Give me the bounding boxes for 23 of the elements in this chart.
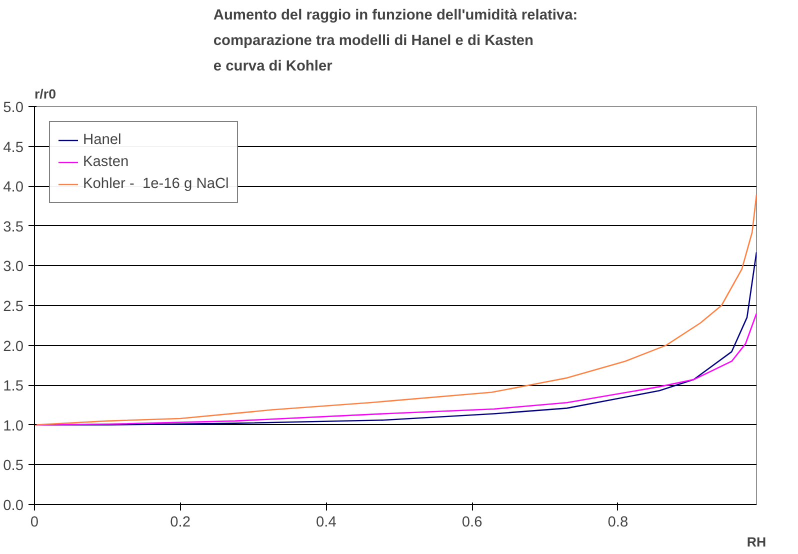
y-tick-label: 0.0 xyxy=(3,498,24,514)
y-tick-label: 2.0 xyxy=(3,338,24,355)
chart-title: Aumento del raggio in funzione dell'umidità relativa: comparazione tra modelli di Hanel e di Kasten e curva di Kohler xyxy=(213,7,578,74)
line-series xyxy=(34,194,756,426)
y-tick-label: 4.5 xyxy=(3,140,24,156)
y-tick-label: 3.0 xyxy=(3,259,24,276)
y-tick-label: 1.5 xyxy=(3,378,24,395)
x-axis-title: RH xyxy=(746,534,766,550)
y-tick-label: 0.5 xyxy=(3,458,24,474)
x-tick-label: 0.8 xyxy=(608,514,628,530)
y-tick-label: 1.0 xyxy=(3,418,24,434)
legend-label: Kasten xyxy=(83,154,129,170)
y-tick-label: 3.5 xyxy=(3,219,24,236)
y-axis-title: r/r0 xyxy=(34,86,56,102)
x-tick-label: 0.2 xyxy=(170,514,191,530)
y-tick-label: 4.0 xyxy=(3,180,24,196)
y-tick-label: 5.0 xyxy=(3,100,24,116)
legend-label: Kohler - 1e-16 g NaCl xyxy=(83,176,229,192)
x-tick-label: 0.6 xyxy=(462,514,482,530)
x-tick-label: 0.4 xyxy=(316,514,336,530)
y-tick-label: 2.5 xyxy=(3,299,24,315)
legend-label: Hanel xyxy=(83,132,122,148)
x-tick-label: 0 xyxy=(30,514,39,530)
